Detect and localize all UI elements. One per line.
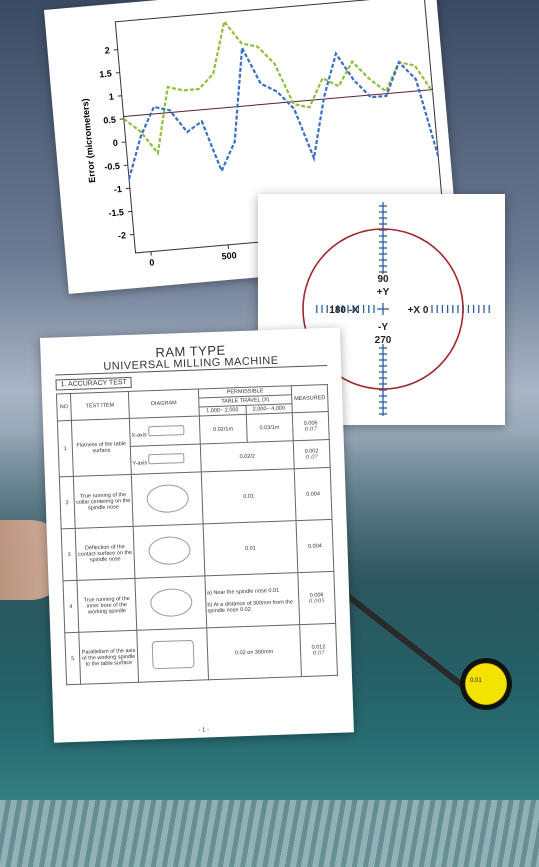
accuracy-table: NO TEST ITEM DIAGRAM PERMISSIBLE MEASURE… [56, 384, 338, 685]
row-perm-a: 0.02/1m [199, 414, 247, 444]
table-row: 2 True running of the collar centering o… [59, 467, 333, 529]
dial-gauge [460, 658, 512, 710]
row-sub: X-axis [131, 431, 147, 439]
row-item: Parallelism of the axis of the working s… [78, 630, 139, 685]
parallelism-diagram [151, 639, 195, 669]
row-item: Deflection of the contact surface on the… [75, 526, 135, 581]
row-measured: 0.006 0.07 [292, 411, 330, 441]
handwritten-value: 0.0? [312, 649, 325, 657]
header-measured: MEASURED [291, 384, 329, 413]
handwritten-value: 0.07 [304, 425, 318, 433]
y-tick-label: 0.5 [103, 115, 116, 126]
table-diagram [148, 452, 185, 464]
roundness-chart-svg: 90 +Y 180 -X +X 0 -Y 270 [302, 202, 490, 416]
row-perm: a) Near the spindle nose 0.01 b) At a dis… [204, 572, 300, 628]
y-tick-label: 1.5 [99, 68, 112, 79]
row-item: True running of the collar centering on … [73, 474, 134, 529]
row-perm-b: b) At a distance of 300mm from the spind… [207, 598, 294, 614]
row-perm-a: a) Near the spindle nose 0.01 [206, 587, 280, 596]
series-line-0 [123, 19, 434, 156]
row-sub: Y-axis [132, 459, 148, 467]
header-test-item: TEST ITEM [70, 391, 130, 421]
y-axis-label: Error (micrometers) [80, 98, 97, 183]
y-tick-label: -2 [118, 230, 127, 241]
ball-screw-rail [0, 800, 539, 867]
label-180-minus-x: 180 -X [329, 305, 359, 316]
roundness-chart: 90 +Y 180 -X +X 0 -Y 270 [258, 194, 505, 425]
row-measured: 0.012 0.0? [299, 623, 338, 677]
spindle-diagram [145, 483, 189, 513]
spindle-diagram [147, 535, 191, 565]
y-tick-label: -1.5 [108, 207, 124, 218]
label-270: 270 [375, 335, 392, 346]
x-tick-label: 0 [149, 257, 155, 267]
header-diagram: DIAGRAM [128, 389, 200, 419]
y-tick-label: 1 [108, 92, 114, 102]
label-minus-y: -Y [378, 322, 388, 333]
row-measured: 0.004 [296, 519, 334, 573]
label-plus-y: +Y [377, 287, 390, 298]
x-tick-label: 500 [221, 250, 237, 261]
y-tick-label: -1 [113, 184, 122, 195]
table-row: 4 True running of the inner bore of the … [62, 571, 336, 633]
table-row: 3 Deflection of the contact surface on t… [61, 519, 334, 581]
series-line-1 [127, 44, 440, 180]
document-section: 1. ACCURACY TEST [55, 376, 133, 391]
row-perm-a: 0.02/2 [200, 440, 295, 472]
handwritten-value: 0.0? [305, 453, 318, 461]
y-tick-label: 2 [104, 45, 110, 55]
handwritten-value: 0.005 [308, 597, 325, 605]
row-measured: 0.002 0.0? [293, 439, 331, 469]
row-item: Flatness of the table surface [71, 418, 132, 477]
table-row: 5 Parallelism of the axis of the working… [64, 623, 338, 685]
row-perm-a: 0.01 [203, 520, 298, 576]
row-perm-a: 0.02 on 300mm [206, 624, 302, 680]
accuracy-test-document: RAM TYPE UNIVERSAL MILLING MACHINE 1. AC… [40, 327, 354, 743]
row-perm-b: 0.03/1m [245, 412, 294, 443]
row-measured: 0.004 [294, 467, 333, 521]
table-diagram [147, 424, 185, 436]
label-90: 90 [377, 274, 389, 285]
row-measured: 0.006 0.005 [297, 571, 336, 625]
spindle-diagram [149, 587, 193, 617]
y-tick-label: 0 [112, 138, 118, 148]
row-perm-a: 0.01 [201, 468, 297, 524]
roundness-trace [302, 228, 464, 390]
label-plus-x-0: +X 0 [408, 305, 429, 316]
header-no: NO [56, 393, 72, 421]
row-item: True running of the inner bore of the wo… [76, 578, 137, 633]
dial-gauge-label: 0.01 [470, 678, 482, 684]
reference-line [123, 89, 433, 118]
y-tick-label: -0.5 [104, 161, 120, 172]
